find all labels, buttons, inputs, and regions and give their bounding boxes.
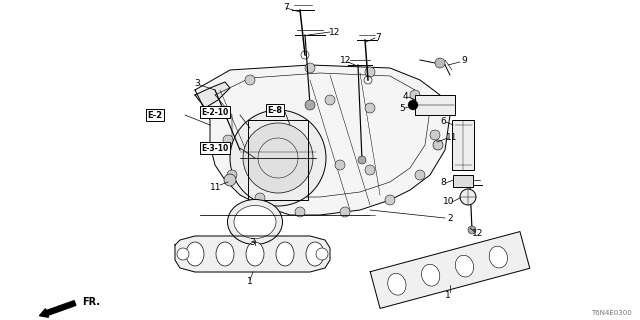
Text: 4: 4 [402, 92, 408, 100]
Text: 12: 12 [330, 28, 340, 36]
Circle shape [305, 63, 315, 73]
Text: 2: 2 [447, 213, 453, 222]
Circle shape [408, 100, 418, 110]
Circle shape [255, 193, 265, 203]
Text: 7: 7 [375, 33, 381, 42]
Circle shape [385, 195, 395, 205]
Circle shape [435, 58, 445, 68]
Text: FR.: FR. [82, 297, 100, 307]
Ellipse shape [186, 242, 204, 266]
Circle shape [305, 100, 315, 110]
Ellipse shape [227, 199, 282, 244]
Ellipse shape [276, 242, 294, 266]
Circle shape [365, 165, 375, 175]
Circle shape [227, 170, 237, 180]
Text: 12: 12 [472, 228, 484, 237]
Ellipse shape [455, 255, 474, 277]
Text: 6: 6 [440, 116, 446, 125]
Text: 5: 5 [399, 103, 405, 113]
Circle shape [325, 95, 335, 105]
Text: E-2: E-2 [147, 110, 163, 119]
Circle shape [358, 156, 366, 164]
Text: 11: 11 [211, 182, 221, 191]
Polygon shape [195, 82, 230, 108]
Circle shape [224, 174, 236, 186]
Text: 11: 11 [446, 132, 458, 141]
Bar [415, 95, 455, 115]
Circle shape [243, 123, 313, 193]
Text: T6N4E0300: T6N4E0300 [591, 310, 632, 316]
Text: E-8: E-8 [268, 106, 282, 115]
Circle shape [245, 75, 255, 85]
Bar [453, 175, 473, 187]
Text: 7: 7 [283, 3, 289, 12]
Circle shape [223, 135, 233, 145]
Text: E-2-10: E-2-10 [202, 108, 228, 116]
Circle shape [295, 207, 305, 217]
Circle shape [335, 160, 345, 170]
Text: 1: 1 [445, 291, 451, 300]
Circle shape [230, 110, 326, 206]
Text: 12: 12 [340, 55, 352, 65]
Text: 3: 3 [194, 78, 200, 87]
Text: 10: 10 [444, 196, 455, 205]
Ellipse shape [306, 242, 324, 266]
Text: E-3-10: E-3-10 [202, 143, 228, 153]
Polygon shape [195, 65, 450, 215]
Polygon shape [370, 232, 530, 308]
Text: 8: 8 [440, 178, 446, 187]
FancyArrow shape [40, 301, 76, 317]
Ellipse shape [216, 242, 234, 266]
Bar [452, 120, 474, 170]
Ellipse shape [422, 264, 440, 286]
Text: 3: 3 [249, 237, 255, 246]
Circle shape [460, 189, 476, 205]
Circle shape [468, 226, 476, 234]
Polygon shape [175, 236, 330, 272]
Ellipse shape [234, 205, 276, 238]
Circle shape [433, 140, 443, 150]
Circle shape [415, 170, 425, 180]
Circle shape [177, 248, 189, 260]
Circle shape [430, 130, 440, 140]
Circle shape [340, 207, 350, 217]
Circle shape [365, 103, 375, 113]
Circle shape [410, 90, 420, 100]
Ellipse shape [388, 273, 406, 295]
Ellipse shape [489, 246, 508, 268]
Ellipse shape [246, 242, 264, 266]
Circle shape [365, 67, 375, 77]
Circle shape [316, 248, 328, 260]
Text: 1: 1 [247, 277, 253, 286]
Text: 9: 9 [461, 55, 467, 65]
